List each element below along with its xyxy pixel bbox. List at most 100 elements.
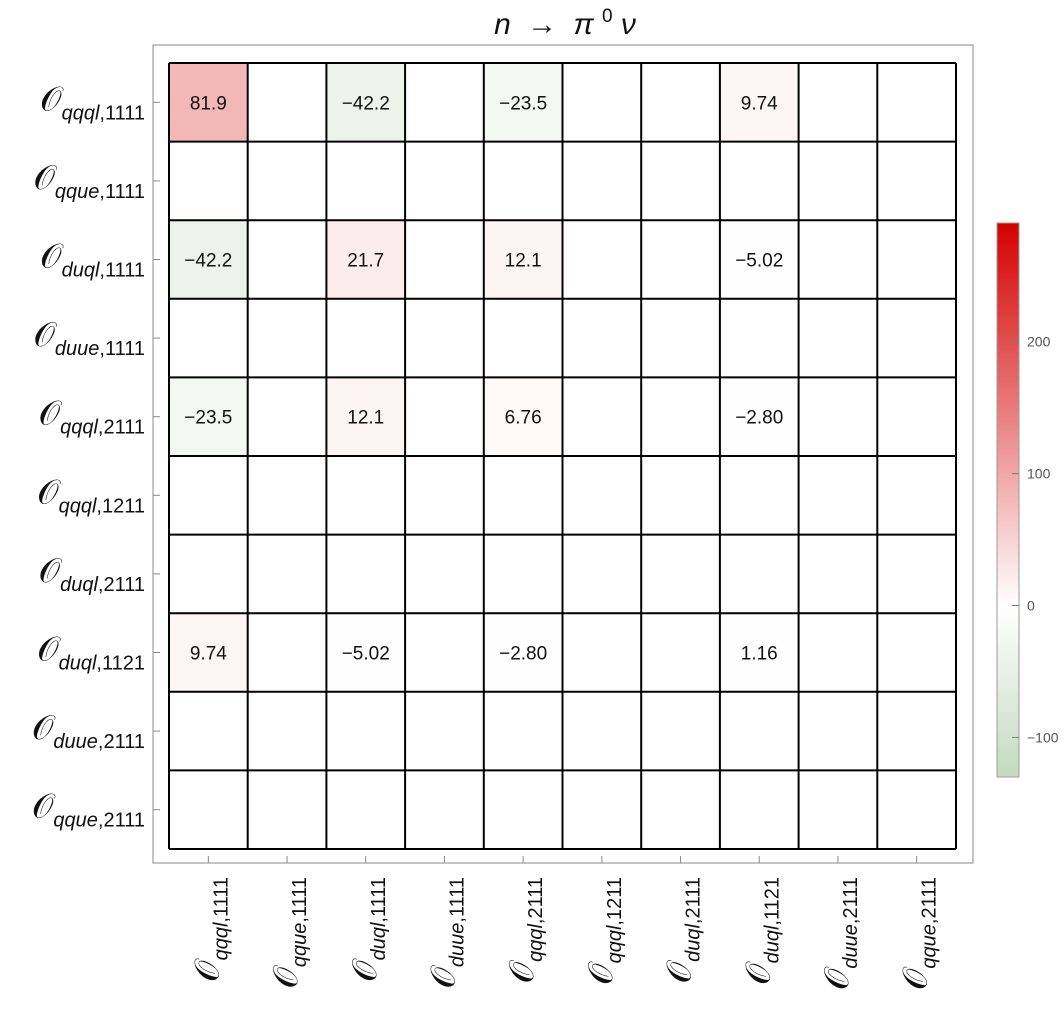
column-label: 𝒪qque,2111 [897, 877, 941, 990]
heatmap-cell [719, 220, 799, 299]
operator-symbol: 𝒪 [267, 965, 305, 989]
heatmap-cell [169, 141, 248, 221]
heatmap-cell [405, 770, 484, 849]
cell-value-label: −5.02 [342, 644, 390, 665]
heatmap-cell [719, 298, 799, 378]
cell-value-label: 12.1 [347, 408, 384, 429]
heatmap-cell [641, 141, 720, 221]
operator-symbol: 𝒪 [40, 80, 64, 118]
operator-symbol: 𝒪 [188, 958, 226, 982]
heatmap-cell [877, 691, 956, 771]
operator-symbol: 𝒪 [39, 395, 63, 433]
operator-symbol: 𝒪 [818, 966, 856, 990]
heatmap-cell [641, 298, 720, 378]
operator-subscript: qque [53, 810, 98, 832]
heatmap-cell [798, 220, 878, 299]
heatmap-cell [169, 63, 248, 142]
heatmap-cell [169, 456, 248, 535]
heatmap-cell [798, 770, 878, 849]
heatmap-cell [877, 63, 956, 142]
operator-subscript: duql [683, 924, 705, 962]
operator-subscript: qque [289, 923, 311, 968]
heatmap-cell [562, 613, 642, 692]
heatmap-cell [877, 298, 956, 378]
heatmap-cell [483, 691, 563, 771]
column-label: 𝒪duql,1121 [739, 877, 783, 985]
row-label: 𝒪duue,1111 [33, 316, 145, 360]
operator-index: ,1111 [99, 260, 145, 282]
operator-symbol: 𝒪 [39, 552, 63, 590]
heatmap-cell [247, 691, 327, 771]
operator-symbol: 𝒪 [33, 316, 57, 354]
heatmap-cell [169, 220, 248, 299]
chart-title-arrow: → [527, 8, 557, 41]
heatmap-cell [798, 141, 878, 221]
operator-symbol: 𝒪 [424, 965, 462, 989]
heatmap-cell [483, 298, 563, 378]
heatmap-cell [877, 220, 956, 299]
row-label: 𝒪qque,2111 [32, 788, 145, 832]
row-tick-marks [153, 101, 160, 811]
cell-value-label: 21.7 [347, 251, 384, 272]
operator-index: ,2111 [840, 877, 862, 924]
heatmap-cell [247, 456, 327, 535]
heatmap-cell [641, 377, 720, 456]
heatmap-cell [169, 534, 248, 614]
operator-symbol: 𝒪 [661, 959, 699, 983]
heatmap-grid [168, 62, 957, 850]
heatmap-cell [719, 377, 799, 456]
row-label: 𝒪duue,2111 [32, 709, 145, 753]
operator-subscript: duue [840, 924, 862, 969]
chart-title-pi: π [574, 8, 595, 41]
heatmap-cell [719, 770, 799, 849]
operator-index: ,1111 [99, 181, 145, 203]
heatmap-cell [798, 613, 878, 692]
operator-subscript: qqql [60, 417, 98, 439]
row-label: 𝒪qqql,1111 [40, 80, 145, 124]
heatmap-cell [877, 141, 956, 221]
cell-value-label: 9.74 [190, 644, 227, 665]
colorbar-ticks: 200 100 0 −100 [1012, 334, 1059, 745]
heatmap-cell [641, 534, 720, 614]
heatmap-cell [483, 141, 563, 221]
row-label: 𝒪qque,1111 [33, 159, 145, 203]
heatmap-cell [169, 691, 248, 771]
operator-subscript: duql [60, 574, 98, 596]
heatmap-cell [641, 613, 720, 692]
column-labels: 𝒪qqql,1111𝒪qque,1111𝒪duql,1111𝒪duue,1111… [188, 877, 940, 990]
column-label: 𝒪duue,1111 [424, 877, 468, 989]
column-label: 𝒪qque,1111 [267, 877, 311, 989]
chart-title-zero: 0 [602, 6, 613, 27]
heatmap-cell [405, 63, 484, 142]
heatmap-cell [483, 770, 563, 849]
operator-subscript: qqql [525, 924, 547, 962]
operator-subscript: qqql [59, 495, 97, 517]
operator-index: ,1211 [96, 495, 145, 517]
heatmap-cell [483, 377, 563, 456]
heatmap-cell [247, 770, 327, 849]
heatmap-cell [798, 456, 878, 535]
heatmap-cell [405, 298, 484, 378]
heatmap-cell [405, 220, 484, 299]
operator-symbol: 𝒪 [37, 631, 61, 669]
operator-index: ,1121 [96, 653, 145, 675]
heatmap-cell [483, 534, 563, 614]
heatmap-cell [326, 141, 406, 221]
heatmap-cell [169, 770, 248, 849]
row-labels: 𝒪qqql,1111𝒪qque,1111𝒪duql,1111𝒪duue,1111… [32, 80, 145, 831]
heatmap-cell [405, 534, 484, 614]
heatmap-cell [641, 691, 720, 771]
heatmap-cell [562, 770, 642, 849]
operator-subscript: duql [368, 922, 390, 960]
chart-title-nu: ν [621, 8, 636, 41]
colorbar [996, 222, 1020, 778]
operator-subscript: qque [55, 181, 100, 203]
heatmap-cell [405, 691, 484, 771]
heatmap-cell [798, 691, 878, 771]
heatmap-cell [405, 613, 484, 692]
operator-subscript: qque [919, 924, 941, 969]
heatmap-cell [326, 770, 406, 849]
heatmap-cell [405, 456, 484, 535]
